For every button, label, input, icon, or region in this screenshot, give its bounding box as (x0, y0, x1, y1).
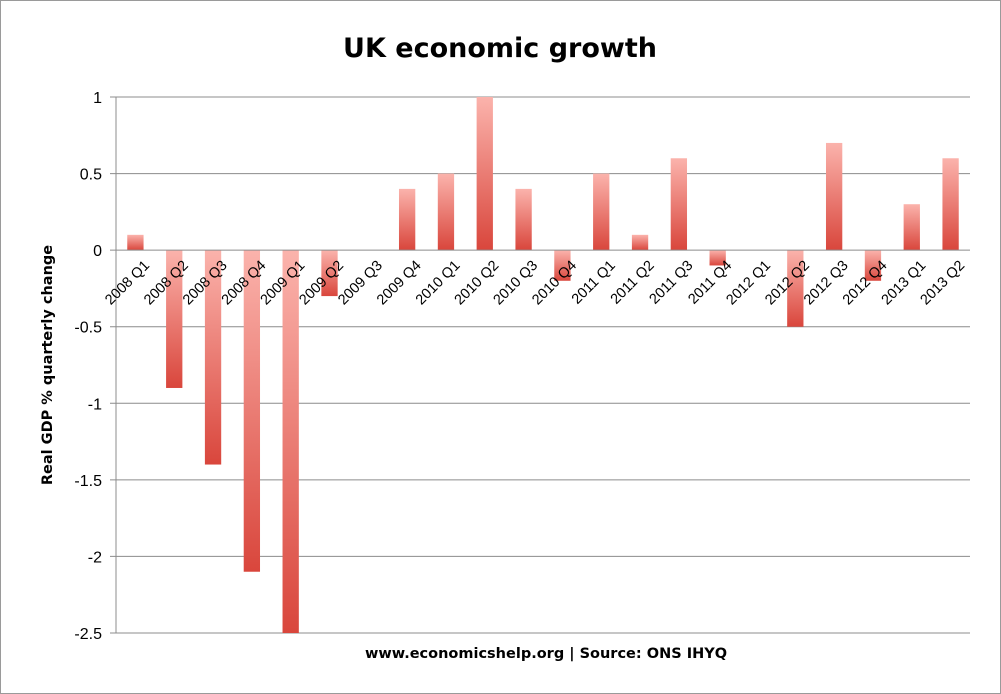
bar (282, 250, 299, 633)
y-tick-label: -2 (88, 549, 102, 566)
y-tick-label: -1 (88, 396, 102, 413)
chart-title: UK economic growth (343, 33, 657, 64)
bar (243, 250, 261, 572)
bar (942, 158, 959, 251)
bar (787, 250, 804, 327)
bar (670, 158, 688, 251)
bar (825, 142, 843, 251)
bar (631, 234, 649, 251)
y-axis-ticks: 1 0.5 0 -0.5 -1 -1.5 -2 -2.5 (74, 90, 102, 643)
y-tick-label: 0 (93, 243, 102, 260)
bar (554, 250, 571, 281)
bar (204, 250, 222, 465)
bar (166, 250, 183, 388)
bar (321, 250, 338, 297)
bar (864, 250, 882, 281)
y-tick-label: -1.5 (74, 473, 102, 490)
bars (127, 97, 959, 633)
y-tick-label: -0.5 (74, 320, 102, 337)
bar (593, 173, 610, 251)
bar (127, 234, 144, 251)
bar (476, 97, 493, 251)
x-axis-label: www.economicshelp.org | Source: ONS IHYQ (365, 646, 727, 662)
y-tick-label: 1 (93, 90, 102, 107)
bar (437, 173, 455, 251)
bar (398, 188, 416, 251)
bar (903, 204, 920, 251)
bar (709, 250, 726, 266)
bar (515, 188, 532, 251)
y-tick-label: -2.5 (74, 626, 102, 643)
y-tick-label: 0.5 (80, 167, 102, 184)
y-axis-label: Real GDP % quarterly change (40, 245, 56, 485)
